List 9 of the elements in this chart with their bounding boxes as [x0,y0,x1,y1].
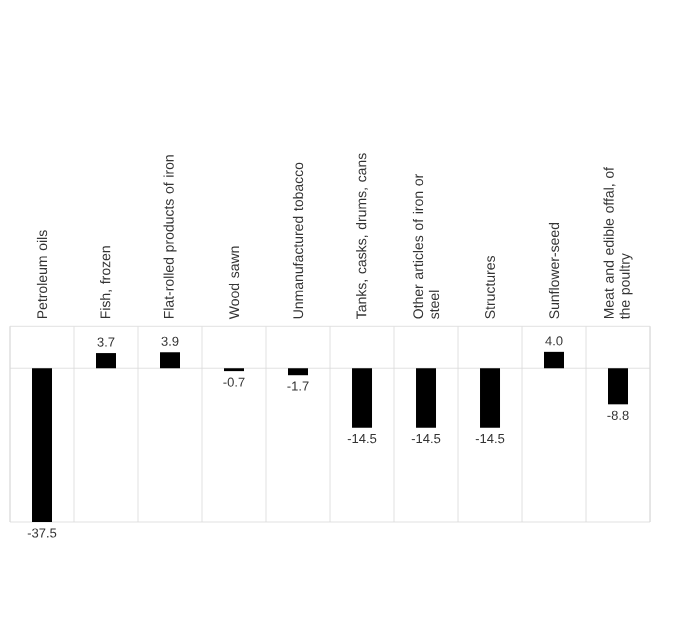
bar [608,368,629,405]
bar [32,368,52,522]
bar [352,368,373,428]
bar [480,368,501,428]
bar [544,351,565,369]
bar [96,353,117,369]
bar [160,352,181,369]
bar [288,368,309,376]
bar [416,368,437,428]
